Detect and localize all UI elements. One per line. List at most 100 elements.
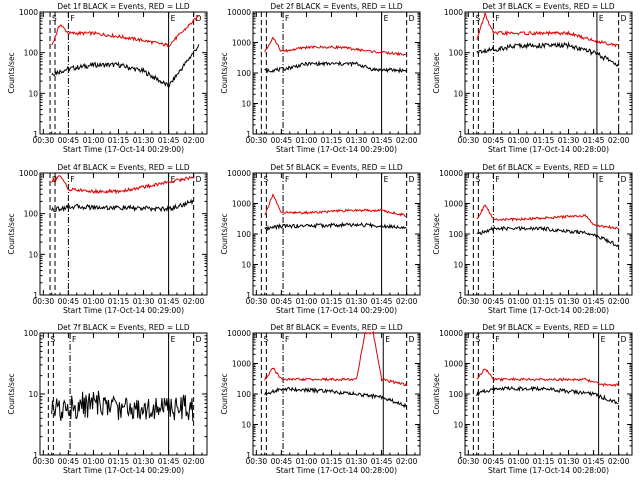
detector-chart-1: Det 1f BLACK = Events, RED = LLD 1 10 100 10… bbox=[7, 2, 208, 154]
x-axis-label: Start Time (17-Oct-14 00:29:00) bbox=[63, 145, 184, 154]
series-lld-line bbox=[476, 204, 619, 230]
x-tick-label: 00:45 bbox=[271, 297, 293, 306]
plot-frame bbox=[464, 332, 633, 456]
time-marker-label: S bbox=[475, 14, 480, 23]
y-tick-label: 10000 bbox=[227, 169, 251, 178]
y-axis-label: Counts/sec bbox=[7, 52, 16, 93]
series-lld-line bbox=[264, 36, 407, 57]
time-marker-label: F bbox=[495, 335, 499, 344]
x-tick-label: 02:00 bbox=[183, 136, 205, 145]
series-events-line bbox=[476, 385, 619, 405]
time-marker-label: S bbox=[263, 175, 268, 184]
x-tick-label: 00:45 bbox=[271, 136, 293, 145]
time-marker-label: D bbox=[196, 335, 202, 344]
series-events-line bbox=[264, 386, 408, 409]
x-tick-label: 01:15 bbox=[533, 457, 555, 466]
time-marker-label: D bbox=[409, 335, 415, 344]
series-events-line bbox=[264, 60, 408, 74]
detector-chart-9: Det 9f BLACK = Events, RED = LLD 1 10 100 10… bbox=[432, 323, 633, 475]
y-tick-label: 1000 bbox=[19, 8, 38, 17]
x-tick-label: 00:45 bbox=[58, 136, 80, 145]
y-tick-label: 10 bbox=[453, 421, 463, 430]
x-tick-label: 01:45 bbox=[583, 136, 605, 145]
series-events-line bbox=[51, 198, 194, 213]
y-tick-label: 1 bbox=[458, 451, 463, 460]
y-tick-label: 1000 bbox=[444, 8, 463, 17]
x-tick-label: 02:00 bbox=[608, 457, 630, 466]
series-events-line bbox=[264, 221, 407, 232]
x-axis-label: Start Time (17-Oct-14 00:28:00) bbox=[488, 466, 609, 475]
time-marker-label: S bbox=[475, 335, 480, 344]
y-tick-label: 1000 bbox=[19, 169, 38, 178]
y-tick-label: 10 bbox=[28, 89, 38, 98]
y-tick-label: 10 bbox=[28, 250, 38, 259]
x-tick-label: 00:30 bbox=[33, 136, 55, 145]
time-marker-label: E bbox=[171, 175, 176, 184]
y-tick-label: 100 bbox=[237, 69, 252, 78]
detector-chart-2: Det 2f BLACK = Events, RED = LLD 1 10 100 10… bbox=[220, 2, 421, 154]
x-tick-label: 01:15 bbox=[108, 457, 130, 466]
y-tick-label: 100 bbox=[24, 329, 39, 338]
x-axis-label: Start Time (17-Oct-14 00:28:00) bbox=[488, 145, 609, 154]
detector-chart-3: Det 3f BLACK = Events, RED = LLD 1 10 100 10… bbox=[432, 2, 633, 154]
y-axis-label: Counts/sec bbox=[220, 213, 229, 254]
time-marker-label: D bbox=[621, 175, 627, 184]
x-tick-label: 01:45 bbox=[158, 297, 180, 306]
chart-title: Det 3f BLACK = Events, RED = LLD bbox=[482, 2, 615, 11]
x-tick-label: 01:00 bbox=[508, 136, 530, 145]
time-marker-label: S bbox=[475, 175, 480, 184]
series-lld-line bbox=[264, 330, 407, 387]
time-marker-label: E bbox=[599, 14, 604, 23]
time-marker-label: S bbox=[52, 175, 57, 184]
series-events-line bbox=[476, 41, 620, 67]
x-tick-label: 01:45 bbox=[371, 297, 393, 306]
time-marker-label: D bbox=[196, 14, 202, 23]
y-axis-label: Counts/sec bbox=[220, 52, 229, 93]
x-tick-label: 01:30 bbox=[133, 297, 155, 306]
time-marker-label: E bbox=[599, 175, 604, 184]
x-tick-label: 01:30 bbox=[133, 457, 155, 466]
x-tick-label: 02:00 bbox=[396, 297, 418, 306]
x-tick-label: 02:00 bbox=[183, 297, 205, 306]
y-tick-label: 100 bbox=[24, 210, 39, 219]
x-tick-label: 01:00 bbox=[83, 136, 105, 145]
x-tick-label: 01:15 bbox=[108, 136, 130, 145]
x-tick-label: 01:30 bbox=[558, 297, 580, 306]
x-tick-label: 02:00 bbox=[608, 297, 630, 306]
plot-frame bbox=[252, 11, 421, 135]
time-marker-label: D bbox=[621, 14, 627, 23]
x-tick-label: 01:00 bbox=[83, 297, 105, 306]
series-lld-line bbox=[51, 175, 194, 195]
detector-chart-4: Det 4f BLACK = Events, RED = LLD 1 10 100 10… bbox=[7, 163, 208, 315]
time-marker-label: E bbox=[171, 14, 176, 23]
y-tick-label: 1000 bbox=[444, 360, 463, 369]
plot-frame bbox=[464, 11, 633, 135]
y-tick-label: 1 bbox=[458, 130, 463, 139]
y-tick-label: 10000 bbox=[439, 329, 463, 338]
x-tick-label: 00:30 bbox=[458, 457, 480, 466]
chart-title: Det 8f BLACK = Events, RED = LLD bbox=[270, 323, 403, 332]
y-axis-label: Counts/sec bbox=[220, 373, 229, 414]
time-marker-label: F bbox=[285, 175, 289, 184]
series-events-line bbox=[51, 44, 200, 89]
x-axis-label: Start Time (17-Oct-14 00:29:00) bbox=[63, 466, 184, 475]
chart-title: Det 1f BLACK = Events, RED = LLD bbox=[57, 2, 190, 11]
y-axis-label: Counts/sec bbox=[432, 213, 441, 254]
y-tick-label: 1000 bbox=[444, 200, 463, 209]
y-tick-label: 1 bbox=[33, 451, 38, 460]
plot-frame bbox=[252, 172, 421, 296]
chart-title: Det 5f BLACK = Events, RED = LLD bbox=[270, 163, 403, 172]
series-events-line bbox=[476, 225, 619, 248]
x-tick-label: 01:15 bbox=[533, 136, 555, 145]
x-axis-label: Start Time (17-Oct-14 00:28:00) bbox=[488, 306, 609, 315]
time-marker-label: S bbox=[263, 335, 268, 344]
x-tick-label: 01:30 bbox=[558, 457, 580, 466]
x-axis-label: Start Time (17-Oct-14 00:29:00) bbox=[276, 145, 397, 154]
y-tick-label: 100 bbox=[449, 49, 464, 58]
series-lld-line bbox=[264, 192, 407, 217]
y-axis-label: Counts/sec bbox=[432, 373, 441, 414]
y-tick-label: 10 bbox=[241, 100, 251, 109]
x-tick-label: 02:00 bbox=[183, 457, 205, 466]
x-axis-label: Start Time (17-Oct-14 00:29:00) bbox=[63, 306, 184, 315]
